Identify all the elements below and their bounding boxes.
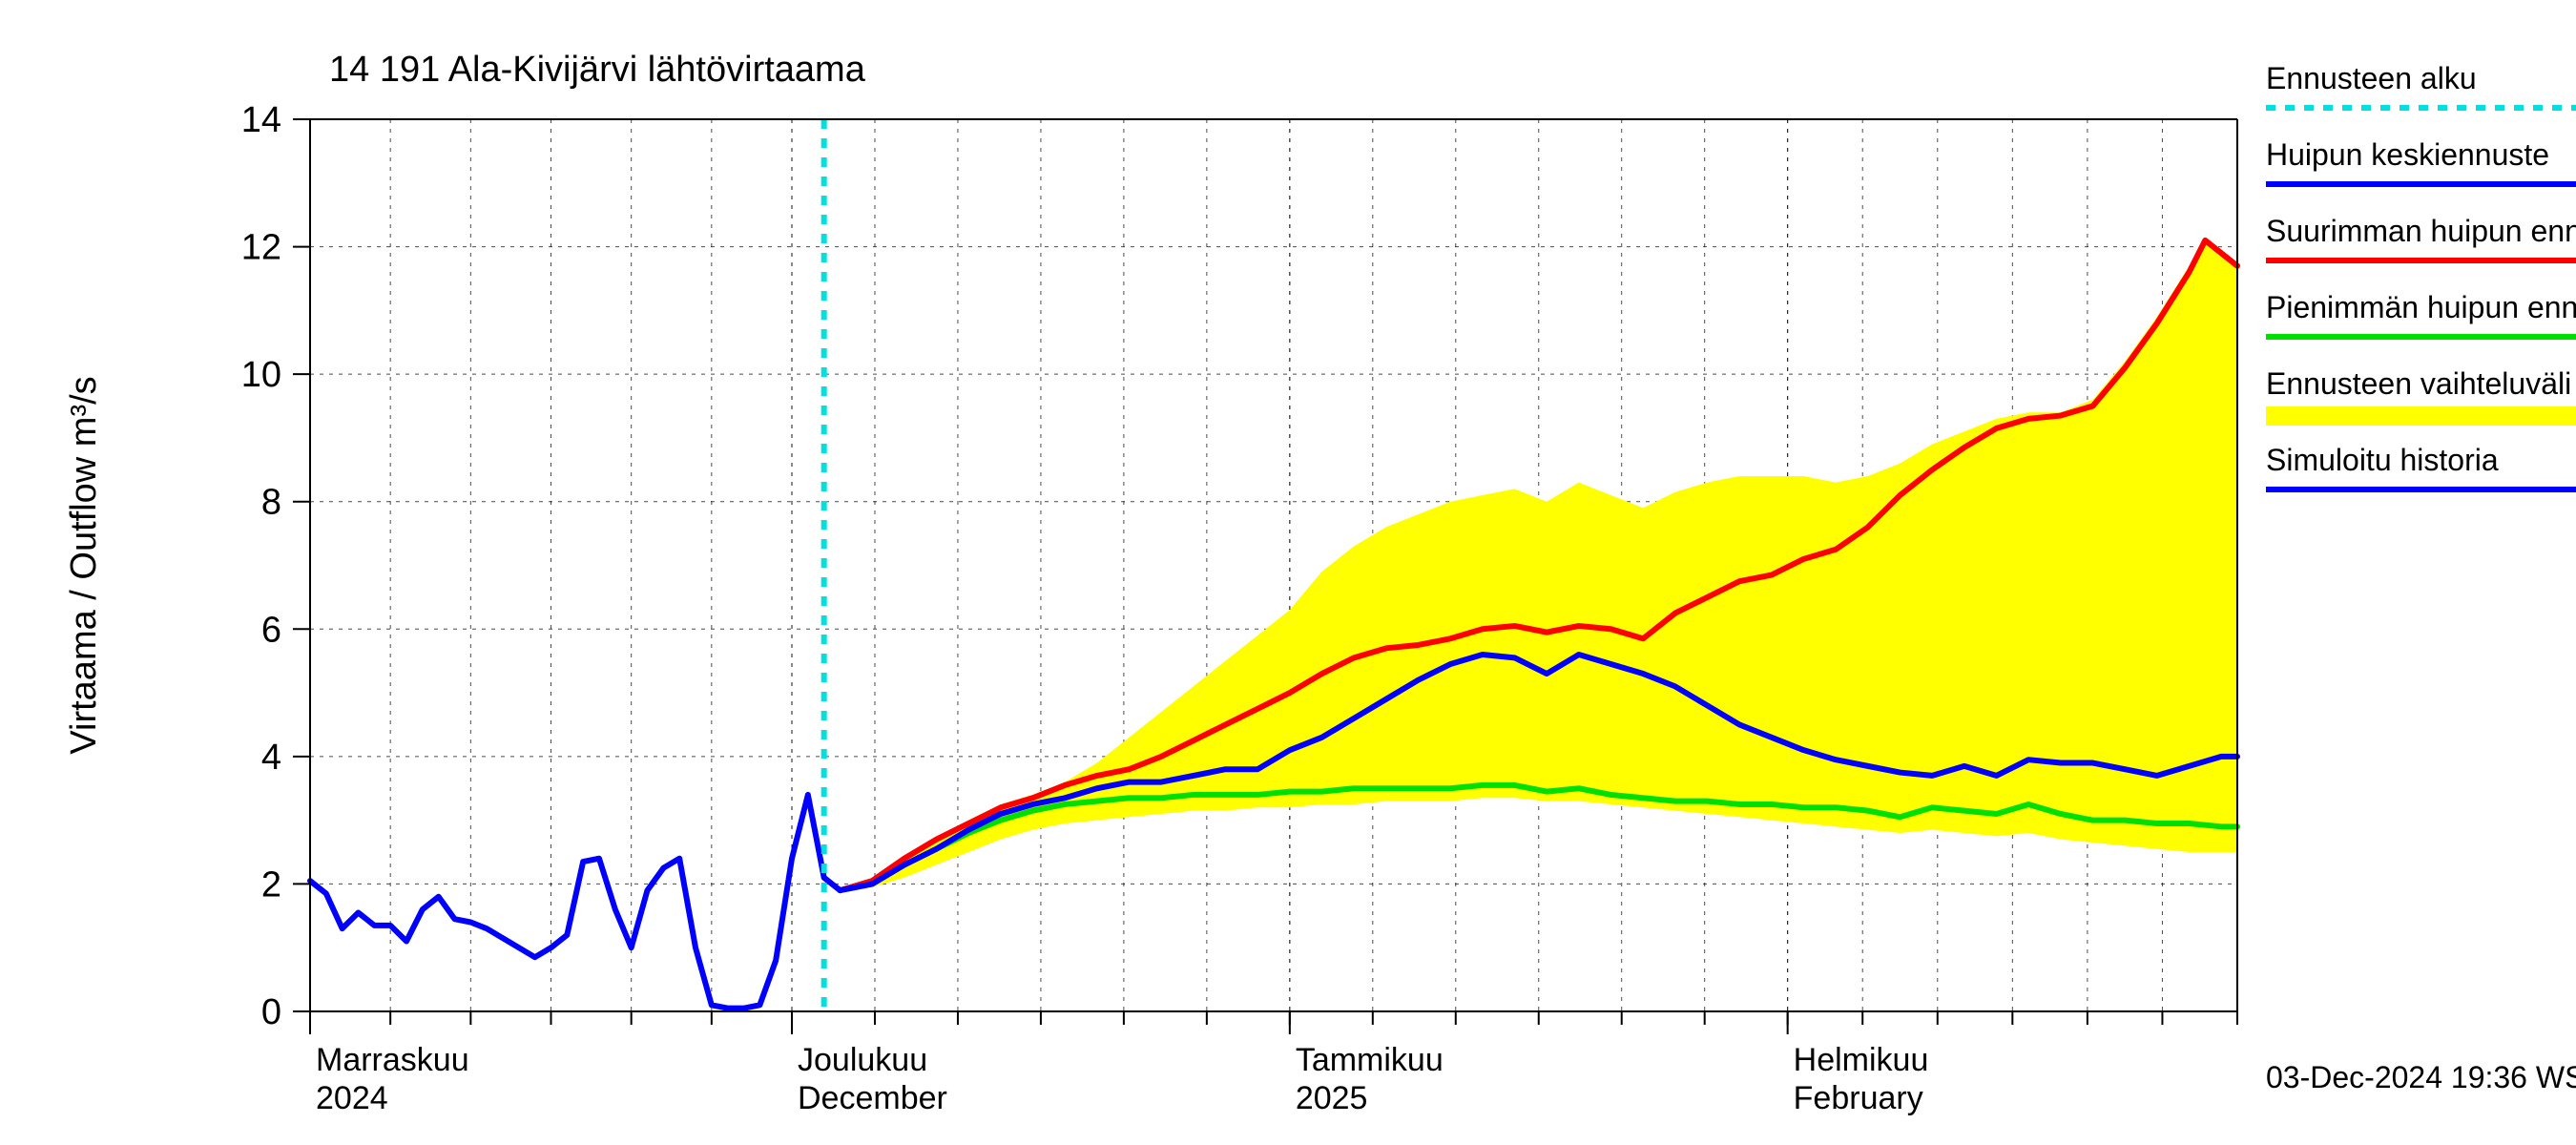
legend-label: Ennusteen vaihteluväli — [2266, 366, 2571, 401]
flow-forecast-chart: 14 191 Ala-Kivijärvi lähtövirtaama 0 2 4 6 8 1… — [0, 0, 2576, 1145]
legend-label: Ennusteen alku — [2266, 61, 2477, 95]
legend-label: Pienimmän huipun ennuste — [2266, 290, 2576, 324]
legend-label: Simuloitu historia — [2266, 443, 2499, 477]
y-tick-label: 6 — [261, 610, 281, 650]
x-month-label-bottom: 2024 — [316, 1080, 388, 1116]
y-tick-label: 4 — [261, 738, 281, 778]
legend-label: Suurimman huipun ennuste — [2266, 214, 2576, 248]
y-tick-label: 2 — [261, 864, 281, 905]
legend-swatch — [2266, 406, 2576, 426]
x-month-label-bottom: February — [1794, 1080, 1923, 1116]
y-axis-label: Virtaama / Outflow m³/s — [64, 376, 104, 754]
x-month-label-bottom: 2025 — [1296, 1080, 1368, 1116]
x-month-label-top: Tammikuu — [1296, 1042, 1444, 1078]
x-month-label-top: Joulukuu — [798, 1042, 927, 1078]
y-tick-label: 8 — [261, 483, 281, 523]
timestamp-label: 03-Dec-2024 19:36 WSFS-O — [2266, 1060, 2576, 1094]
chart-title: 14 191 Ala-Kivijärvi lähtövirtaama — [329, 50, 866, 90]
y-tick-label: 12 — [241, 228, 281, 268]
y-tick-label: 14 — [241, 100, 281, 140]
x-month-label-top: Marraskuu — [316, 1042, 469, 1078]
y-tick-label: 10 — [241, 355, 281, 395]
legend-label: Huipun keskiennuste — [2266, 137, 2549, 172]
y-tick-label: 0 — [261, 992, 281, 1032]
x-month-label-top: Helmikuu — [1794, 1042, 1929, 1078]
x-month-label-bottom: December — [798, 1080, 947, 1116]
